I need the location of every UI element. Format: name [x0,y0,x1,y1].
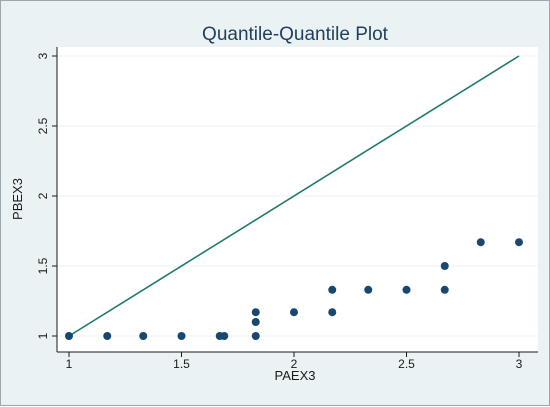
y-tick-label: 2 [36,192,50,199]
data-point [402,285,411,294]
y-tick-label: 2.5 [36,117,50,134]
x-tick-label: 2.5 [398,357,415,371]
x-tick-label: 2 [291,357,298,371]
data-point [251,332,260,340]
y-tick-label: 1.5 [36,257,50,274]
y-tick-label: 3 [36,52,50,59]
data-point [65,332,73,340]
data-point [440,262,449,270]
data-point [328,308,337,317]
reference-line-layer [68,55,520,337]
axis-layer: 1 1.5 2 2.5 3 1 1.5 2 2.5 3 [36,47,538,371]
chart-title: Quantile-Quantile Plot [202,24,389,45]
plot-area [57,47,538,352]
x-tick-label: 3 [516,357,523,371]
data-point [220,332,229,340]
data-point [251,318,260,326]
reference-line [68,55,520,337]
data-point [364,285,373,294]
data-point [515,238,523,247]
data-point [177,332,186,340]
x-axis-title: PAEX3 [275,368,316,383]
x-tick-label: 1.5 [173,357,190,371]
point-layer [65,238,523,340]
y-axis-title: PBEX3 [10,178,25,220]
x-tick-label: 1 [66,357,73,371]
data-point [328,285,337,294]
grid-layer [57,55,538,337]
data-point [103,332,112,340]
data-point [290,308,298,317]
data-point [440,285,449,294]
data-point [251,308,260,317]
y-tick-label: 1 [36,332,50,339]
data-point [476,238,485,247]
data-point [139,332,148,340]
